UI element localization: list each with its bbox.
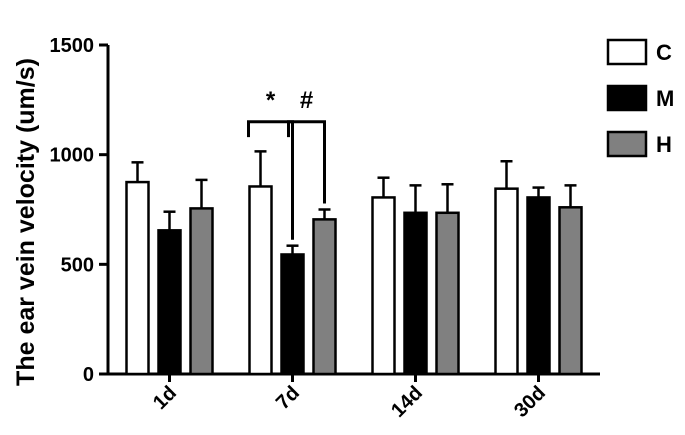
bar-m — [526, 196, 551, 376]
x-tick-label: 30d — [510, 382, 550, 422]
bar-m — [280, 253, 305, 376]
significance-label: * — [266, 87, 276, 114]
x-tick-label: 1d — [149, 382, 181, 414]
legend-label-c: C — [656, 40, 672, 65]
legend-swatch-c — [606, 38, 648, 66]
x-tick-label: 14d — [387, 382, 427, 422]
bar-c — [494, 187, 519, 376]
bar-c — [248, 185, 273, 376]
significance-bracket — [247, 120, 294, 240]
significance-annotations: * # — [247, 87, 326, 240]
y-tick-label: 1000 — [50, 145, 95, 167]
bar-m — [157, 229, 182, 376]
significance-bracket — [287, 120, 326, 204]
y-tick-label: 1500 — [50, 35, 95, 57]
x-tick-label: 7d — [272, 382, 304, 414]
y-axis-title: The ear vein velocity (um/s) — [12, 58, 40, 386]
significance-label: # — [300, 87, 313, 114]
bar-h — [558, 206, 583, 376]
bars — [125, 150, 583, 376]
bar-c — [371, 196, 396, 376]
legend-swatch-h — [606, 130, 648, 158]
legend-label-h: H — [656, 132, 672, 157]
legend-label-m: M — [656, 86, 674, 111]
legend-swatch-m — [606, 84, 648, 112]
bar-h — [312, 218, 337, 376]
y-tick-label: 0 — [83, 364, 94, 386]
bar-h — [435, 211, 460, 376]
y-tick-label: 500 — [61, 254, 94, 276]
legend: CMH — [606, 38, 674, 158]
bar-c — [125, 180, 150, 376]
bar-h — [189, 207, 214, 376]
bar-m — [403, 211, 428, 376]
